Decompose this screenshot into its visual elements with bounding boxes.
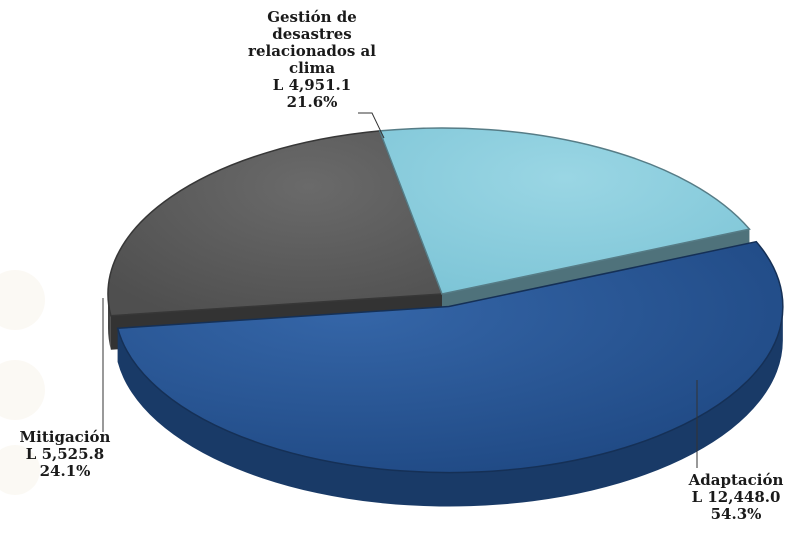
slice-name-gestion-line-2: desastres	[272, 25, 352, 43]
pie-slice-mitigacion	[107, 130, 444, 317]
slice-side-adaptacion	[117, 306, 783, 507]
slice-value-number-adaptacion: 12,448.0	[707, 488, 781, 506]
pie-slice-adaptacion	[116, 240, 784, 474]
slice-name-gestion-line-3: relacionados al	[248, 42, 376, 60]
slice-label-adaptacion: Adaptación L 12,448.0 54.3%	[676, 472, 796, 523]
background-watermark	[0, 270, 45, 495]
slice-value-adaptacion: L 12,448.0	[676, 489, 796, 506]
unit-prefix: L	[25, 445, 37, 463]
leader-line-gestion	[358, 112, 385, 139]
pie-slice-gestion	[378, 127, 751, 295]
unit-prefix: L	[691, 488, 703, 506]
slice-name-mitigacion: Mitigación	[19, 428, 111, 446]
slice-label-mitigacion: Mitigación L 5,525.8 24.1%	[10, 429, 120, 480]
slice-percent-adaptacion: 54.3%	[710, 505, 762, 523]
slice-percent-gestion: 21.6%	[286, 93, 338, 111]
slice-value-number-mitigacion: 5,525.8	[41, 445, 105, 463]
slice-name-gestion-line-4: clima	[288, 59, 336, 77]
slice-value-number-gestion: 4,951.1	[288, 76, 352, 94]
slice-value-mitigacion: L 5,525.8	[10, 446, 120, 463]
unit-prefix: L	[272, 76, 284, 94]
slice-value-gestion: L 4,951.1	[232, 77, 392, 94]
slice-label-gestion: Gestión de desastres relacionados al cli…	[232, 9, 392, 111]
slice-percent-mitigacion: 24.1%	[39, 462, 91, 480]
slice-name-adaptacion: Adaptación	[688, 471, 784, 489]
slice-name-gestion-line-1: Gestión de	[267, 8, 357, 26]
